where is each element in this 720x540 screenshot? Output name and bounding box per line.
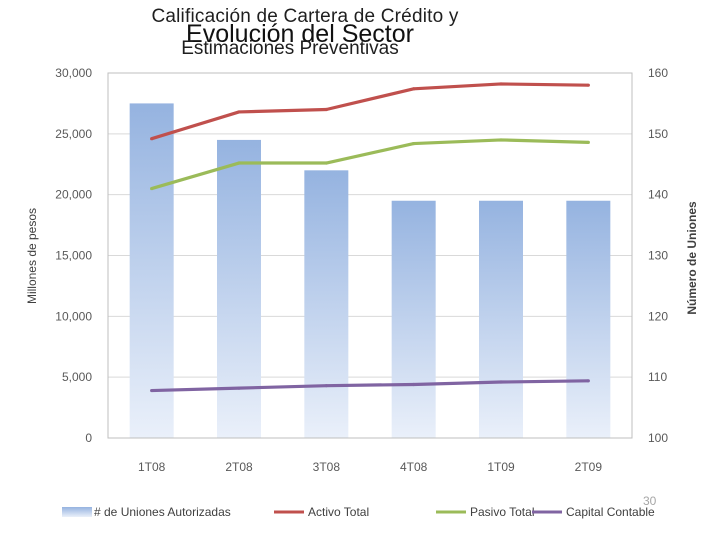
y2-axis-title: Número de Uniones [685,201,699,315]
point-capital [324,384,328,388]
point-capital [499,380,503,384]
y2-tick-label: 120 [648,309,668,323]
point-pasivo [586,140,590,144]
point-activo [499,82,503,86]
point-capital [150,388,154,393]
y-tick-label: 5,000 [62,370,92,384]
bar-uniones [479,200,523,438]
legend-label-activo: Activo Total [308,505,369,519]
point-activo [150,137,154,141]
y-tick-label: 15,000 [55,249,92,263]
point-pasivo [324,161,328,165]
y2-tick-label: 150 [648,127,668,141]
point-pasivo [499,138,503,142]
point-activo [324,107,328,112]
point-capital [412,382,416,387]
axes: 0 100 5,000 110 10,000 120 15,000 130 20,000 140 2… [25,66,699,474]
x-tick-label: 4T08 [400,460,428,474]
point-pasivo [237,161,241,165]
slide-title-line1: Calificación de Cartera de Crédito y [151,6,459,27]
x-tick-label: 1T09 [487,460,515,474]
series-lines [150,82,590,393]
point-pasivo [150,186,154,191]
y-tick-label: 30,000 [55,66,92,80]
y2-tick-label: 140 [648,188,668,202]
legend: # de Uniones Autorizadas Activo Total Pasi… [62,505,655,519]
x-tick-label: 3T08 [313,460,341,474]
page-number: 30 [643,494,657,508]
legend-swatch-bars [62,507,92,517]
point-pasivo [412,141,416,146]
plot-border [107,72,633,439]
legend-label-capital: Capital Contable [566,505,655,519]
point-activo [237,110,241,114]
slide-title-overlay: Evolución del Sector [186,20,414,48]
line-pasivo [151,138,589,191]
y-tick-label: 25,000 [55,127,92,141]
bar-uniones [129,103,174,439]
point-capital [586,379,590,383]
bar-uniones [304,170,349,439]
x-tick-label: 1T08 [138,460,166,474]
bar-uniones [217,139,261,438]
y-tick-label: 10,000 [55,309,92,323]
line-activo [151,82,589,141]
y-tick-label: 0 [85,431,92,445]
point-activo [586,83,590,87]
legend-label-bars: # de Uniones Autorizadas [94,505,231,519]
legend-label-pasivo: Pasivo Total [470,505,534,519]
line-capital [151,379,589,393]
slide-title-line2: Estimaciones Preventivas [181,38,399,59]
point-activo [412,87,416,91]
bar-uniones [566,200,611,438]
bar-uniones [391,200,436,438]
x-tick-label: 2T08 [225,460,253,474]
y-axis-title: Millones de pesos [25,208,39,304]
point-capital [237,386,241,390]
y2-tick-label: 130 [648,249,668,263]
y2-tick-label: 100 [648,431,668,445]
y-tick-label: 20,000 [55,188,92,202]
x-tick-label: 2T09 [575,460,603,474]
y2-tick-label: 110 [648,370,667,384]
y2-tick-label: 160 [648,66,668,80]
bars [129,103,611,439]
